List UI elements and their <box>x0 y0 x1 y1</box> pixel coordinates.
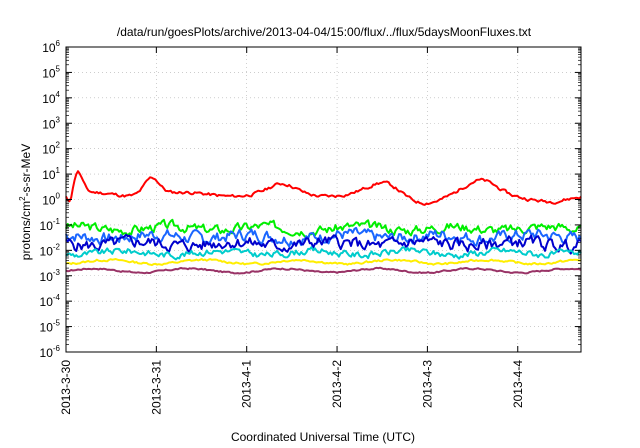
series-group <box>65 170 582 275</box>
y-tick-label: 102 <box>42 141 60 157</box>
x-tick-label: 2013-4-3 <box>420 360 434 408</box>
x-tick-label: 2013-4-1 <box>240 360 254 408</box>
x-tick-label: 2013-3-30 <box>59 360 73 415</box>
y-axis-label: protons/cm2-s-sr-MeV <box>18 144 33 260</box>
plot-frame <box>65 46 582 353</box>
x-tick-label: 2013-4-2 <box>330 360 344 408</box>
y-tick-label: 100 <box>42 192 60 208</box>
y-tick-label: 101 <box>42 166 60 182</box>
series-line <box>65 233 582 255</box>
y-axis-label-rest: -s-sr-MeV <box>19 144 33 197</box>
chart-title: /data/run/goesPlots/archive/2013-04-04/1… <box>117 25 532 39</box>
y-tick-label: 103 <box>42 115 60 131</box>
y-axis-label-sup: 2 <box>18 196 27 201</box>
y-axis-ticks: 10-6 10-5 10-4 10-3 10-2 10-1 100 101 102 103 104 1… <box>40 39 581 360</box>
grid <box>65 46 581 353</box>
y-tick-label: 10-1 <box>40 217 61 233</box>
series-line <box>65 218 582 239</box>
y-tick-label: 10-2 <box>40 242 61 258</box>
series-line <box>65 266 582 275</box>
y-axis-label-main: protons/cm <box>19 201 33 260</box>
y-tick-label: 104 <box>42 90 60 106</box>
x-tick-label: 2013-4-4 <box>511 360 525 408</box>
series-line <box>65 246 582 261</box>
y-tick-label: 105 <box>42 64 60 80</box>
x-axis-ticks: 2013-3-30 2013-3-31 2013-4-1 2013-4-2 2013-4… <box>59 47 525 415</box>
y-tick-label: 10-4 <box>40 293 61 309</box>
y-tick-label: 106 <box>42 39 60 55</box>
x-tick-label: 2013-3-31 <box>149 360 163 415</box>
y-tick-label: 10-3 <box>40 268 61 284</box>
y-tick-label: 10-6 <box>40 344 61 360</box>
y-tick-label: 10-5 <box>40 319 61 335</box>
series-line <box>65 258 582 267</box>
x-axis-label: Coordinated Universal Time (UTC) <box>231 430 415 444</box>
series-line <box>65 170 582 206</box>
